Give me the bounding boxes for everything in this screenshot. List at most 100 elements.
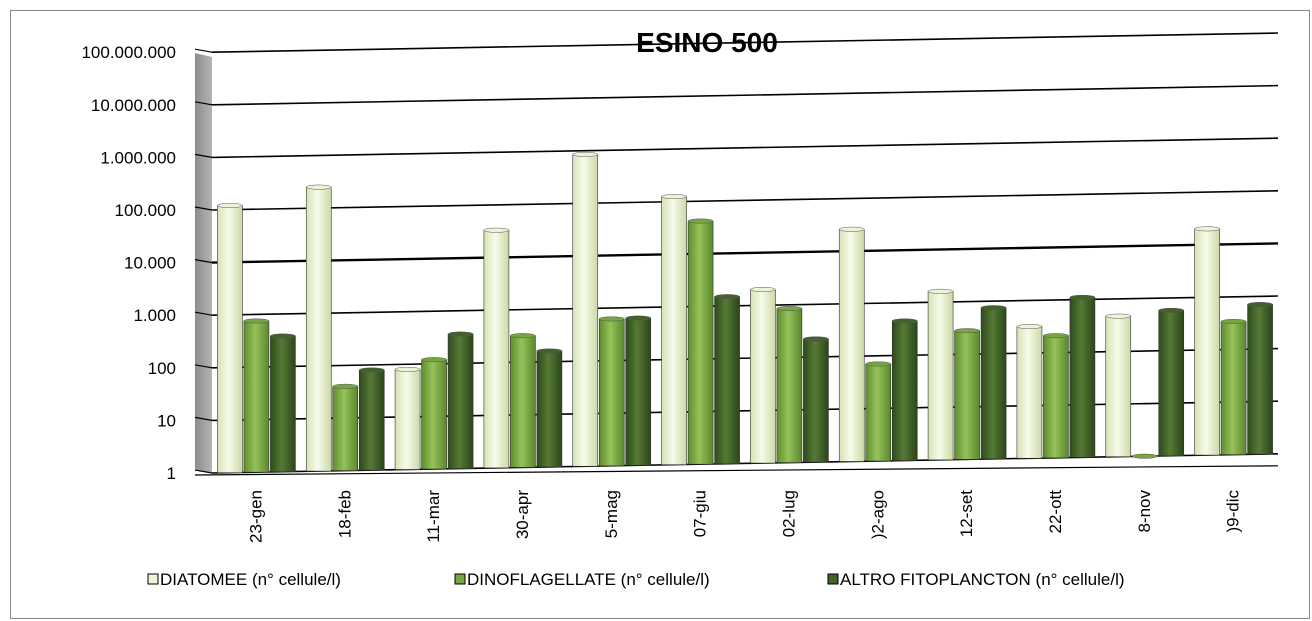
bar-top (421, 357, 447, 363)
y-tick-label: 100.000 (115, 201, 176, 220)
legend-swatch (827, 573, 839, 585)
chart-title: ESINO 500 (636, 27, 778, 58)
bar (394, 369, 421, 470)
bar (661, 196, 687, 465)
bar-top (483, 227, 510, 233)
gridline (211, 32, 1279, 53)
gridline-stub (194, 48, 213, 53)
x-tick-label: 30-apr (513, 490, 532, 539)
y-axis-tick-labels: 1 10 100 1.000 10.000 100.000 1.000.000 10.000.… (81, 43, 176, 483)
side-wall (195, 53, 212, 473)
y-tick-label: 10.000.000 (91, 96, 176, 115)
bar-top (776, 306, 803, 311)
bar-top (865, 361, 891, 367)
legend-swatch (454, 573, 466, 585)
bar-top (687, 218, 714, 224)
bar-top (1247, 302, 1273, 307)
bar (838, 228, 865, 462)
y-tick-label: 100.000.000 (81, 43, 176, 62)
bar (1105, 315, 1132, 457)
y-tick-label: 10.000 (124, 254, 176, 273)
bar (1220, 321, 1247, 455)
bar-series (217, 151, 1273, 473)
bar-top (536, 348, 563, 354)
bar-top (394, 366, 421, 372)
bar (358, 369, 385, 471)
bar (980, 307, 1007, 460)
bar (510, 335, 536, 468)
bar (927, 291, 954, 461)
bar (750, 289, 776, 464)
bar-top (927, 288, 954, 294)
gridline (211, 295, 1279, 316)
x-tick-label: 22-ott (1046, 490, 1065, 534)
legend: DIATOMEE (n° cellule/l) DINOFLAGELLATE (n… (147, 570, 1125, 589)
bar-top (359, 367, 385, 373)
bar-top (217, 203, 243, 208)
gridline (211, 137, 1279, 159)
bar-top (1069, 294, 1096, 300)
x-tick-label: 18-feb (335, 490, 354, 538)
chart-frame (10, 10, 1310, 619)
bar-top (1043, 333, 1069, 339)
bar-top (892, 318, 918, 324)
bar (598, 318, 625, 467)
bar-top (1105, 313, 1131, 319)
gridline (211, 453, 1279, 474)
bar (776, 308, 803, 463)
gridline-stub (194, 364, 213, 369)
bar-top (306, 184, 332, 190)
bar (421, 359, 447, 470)
gridline (211, 242, 1279, 264)
bar-top (1016, 324, 1043, 329)
gridline (211, 347, 1279, 369)
x-tick-label: 02-lug (779, 490, 798, 537)
legend-label: DINOFLAGELLATE (n° cellule/l) (467, 570, 710, 589)
y-tick-label: 1.000 (133, 306, 176, 325)
bar (625, 317, 652, 466)
bar-top (447, 331, 474, 337)
bar (714, 296, 740, 465)
y-tick-label: 10 (157, 411, 176, 430)
bar-top (839, 226, 865, 232)
y-tick-label: 1 (167, 464, 176, 483)
gridline-stub (194, 206, 213, 211)
x-axis-tick-labels: 23-gen 18-feb 11-mar 30-apr 5-mag 07-giu 02-lu… (246, 490, 1242, 543)
bar (891, 320, 918, 461)
bar (243, 320, 270, 473)
bar (1158, 310, 1185, 457)
gridline (211, 400, 1279, 422)
bar (305, 186, 332, 472)
bar (332, 386, 359, 471)
bar (1194, 228, 1220, 456)
x-tick-label: )9-dic (1224, 490, 1243, 533)
x-tick-label: )2-ago (868, 490, 887, 539)
bar (572, 154, 599, 467)
gridline-stub (194, 416, 213, 421)
bar (1016, 326, 1043, 459)
gridline-stub (194, 259, 213, 264)
bar (536, 350, 563, 468)
bar-top (1194, 226, 1220, 232)
y-tick-label: 1.000.000 (100, 148, 176, 167)
bar (1247, 304, 1273, 455)
bar-top (510, 333, 536, 339)
bar-top (332, 383, 358, 389)
bar-top (980, 305, 1007, 311)
bar (803, 338, 829, 463)
x-axis-line (194, 465, 1279, 476)
bar (687, 220, 714, 465)
bar-top (1220, 319, 1247, 324)
gridline (211, 190, 1279, 211)
bar (217, 205, 243, 473)
gridline-stub (194, 153, 213, 158)
bar-top (1132, 453, 1158, 459)
x-tick-label: 11-mar (424, 490, 443, 543)
gridlines (194, 32, 1279, 476)
bar (865, 363, 892, 462)
legend-swatch (147, 573, 159, 585)
bar-top (572, 151, 598, 157)
gridline-stub (194, 101, 213, 106)
gridline-stub (194, 469, 213, 474)
